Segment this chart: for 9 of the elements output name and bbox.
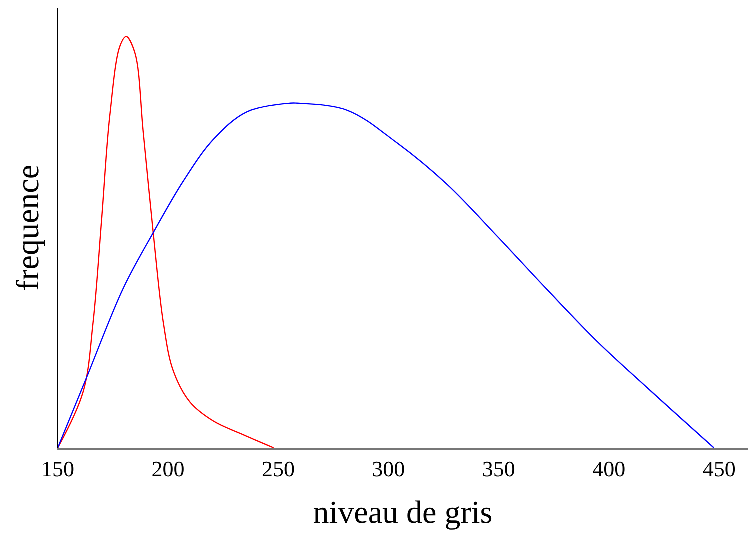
y-axis-title: frequence xyxy=(9,164,46,292)
x-tick-label: 300 xyxy=(372,456,406,482)
x-axis-title: niveau de gris xyxy=(313,494,493,530)
x-tick-label: 150 xyxy=(42,456,74,482)
x-tick-label: 450 xyxy=(702,456,736,482)
x-tick-label: 250 xyxy=(262,456,295,482)
x-tick-label: 350 xyxy=(482,456,516,482)
x-tick-label: 200 xyxy=(152,456,185,482)
x-tick-label: 400 xyxy=(592,456,626,482)
